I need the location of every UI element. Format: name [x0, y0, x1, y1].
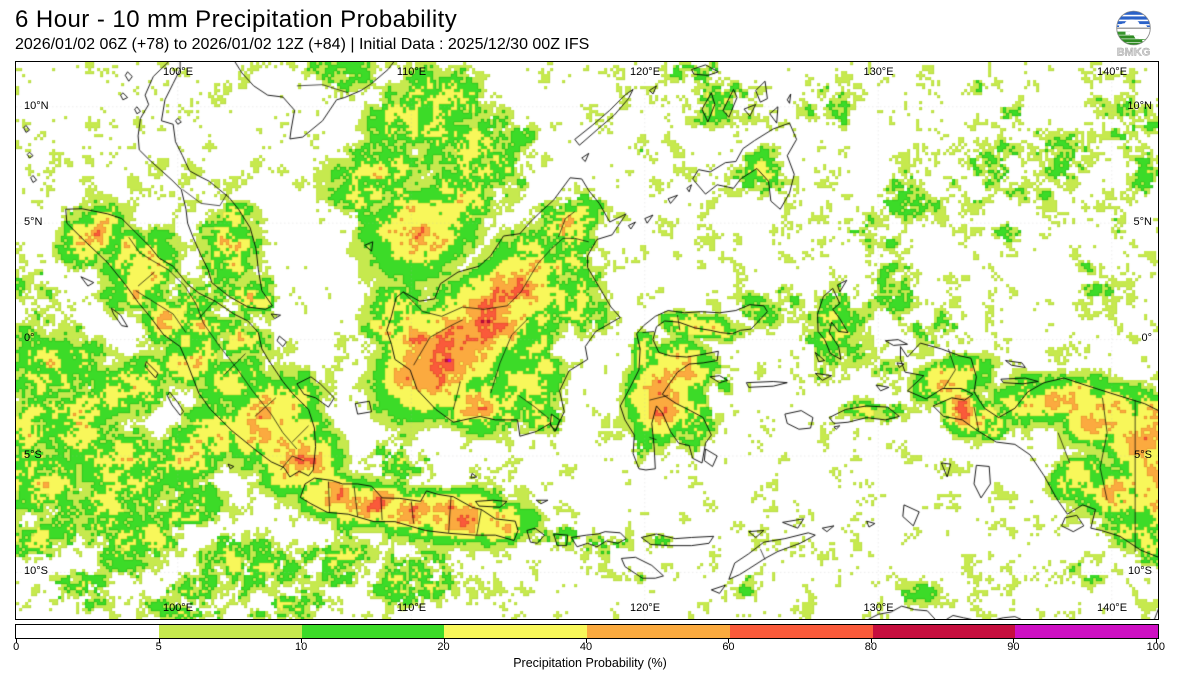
- svg-text:BMKG: BMKG: [1117, 47, 1151, 58]
